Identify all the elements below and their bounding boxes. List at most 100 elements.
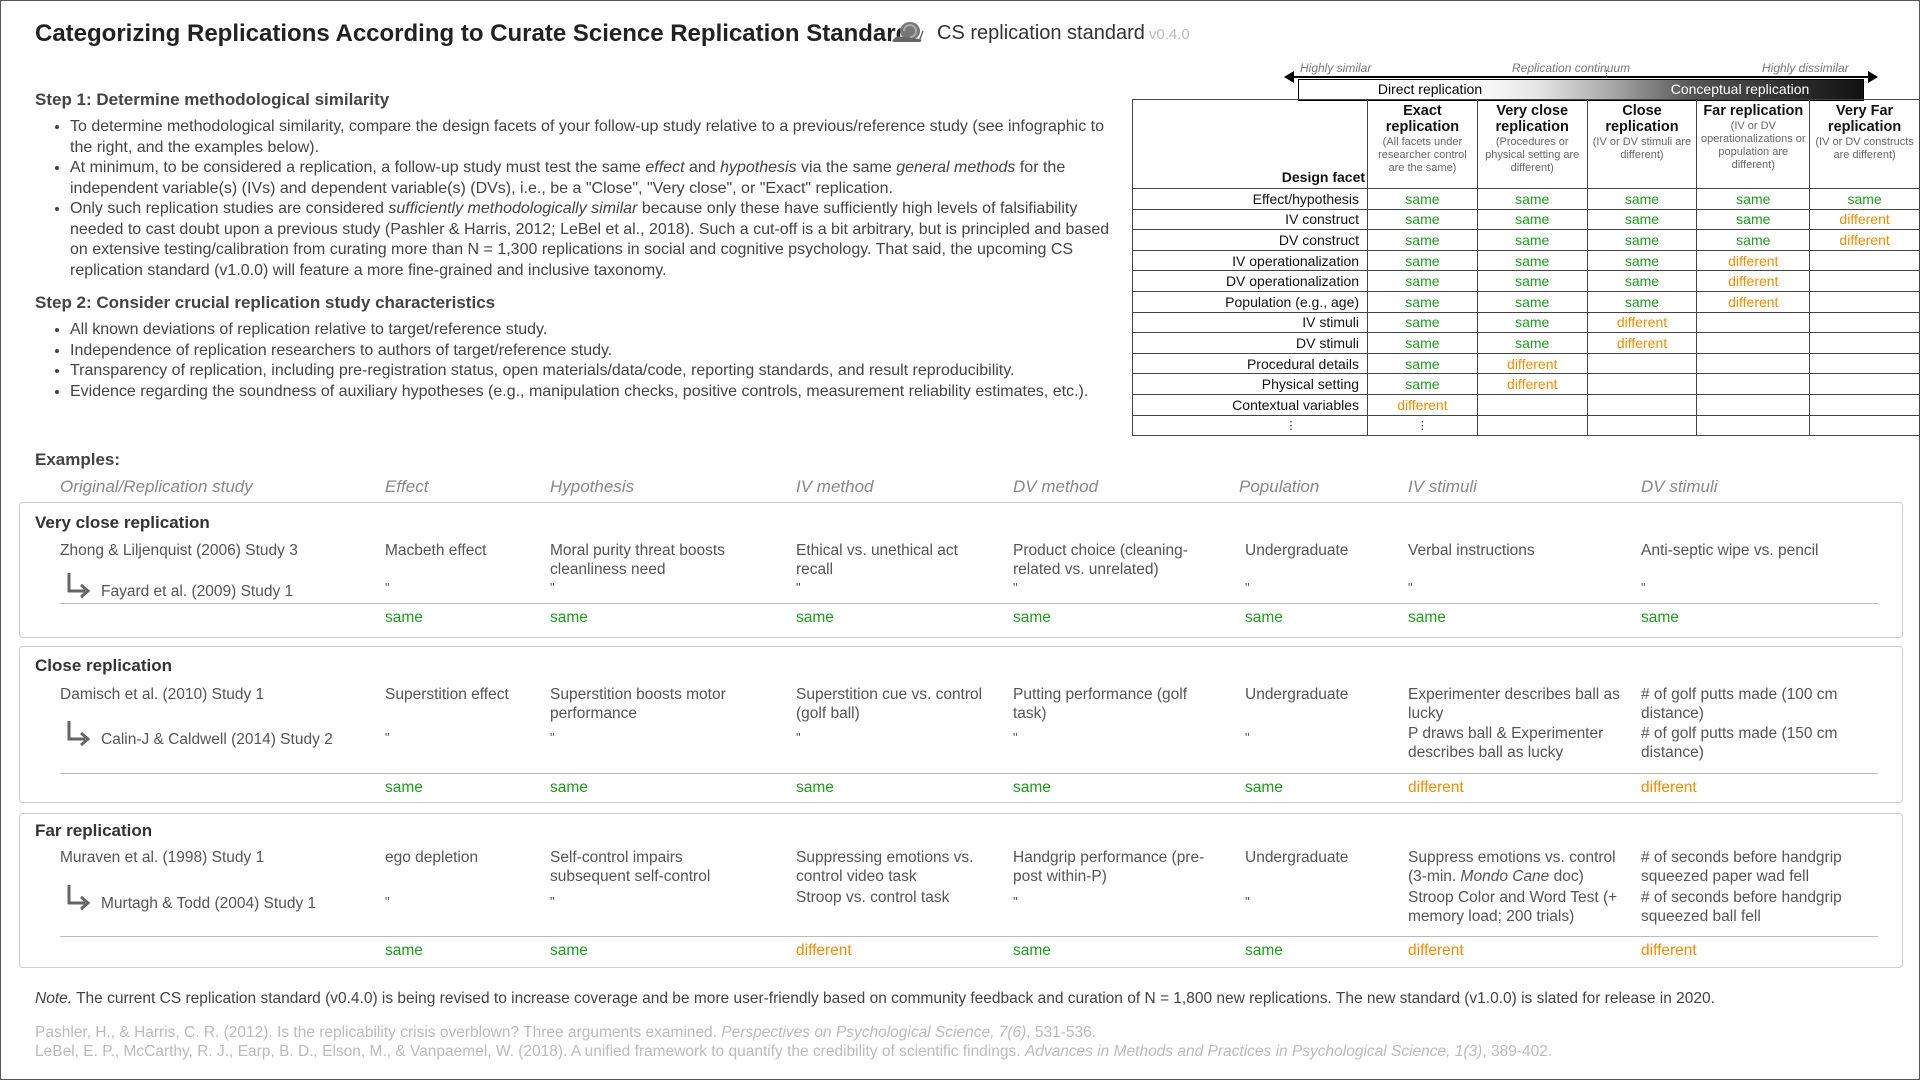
replication-cell: " [1245, 730, 1250, 745]
result-same: same [550, 609, 588, 626]
level-name: Far replication [1703, 103, 1804, 119]
facet-cell: same [1696, 208, 1811, 231]
facet-cell [1476, 414, 1588, 437]
facet-cell: same [1367, 352, 1478, 375]
level-description: (Procedures or physical setting are diff… [1485, 136, 1580, 174]
result-same: same [1408, 609, 1446, 626]
replication-cell: " [385, 730, 390, 745]
facet-cell: same [1367, 188, 1478, 210]
facet-cell [1809, 290, 1920, 313]
facet-row: IV stimuli same same different [1131, 311, 1920, 334]
example-category: Far replication [35, 821, 153, 840]
original-cell: Undergraduate [1245, 542, 1349, 559]
facet-cell: same [1367, 290, 1478, 313]
result-same: same [1013, 942, 1051, 959]
level-description: (IV or DV constructs are different) [1815, 136, 1914, 161]
result-same: same [385, 942, 423, 959]
facet-cell: same [1586, 188, 1698, 210]
result-same: same [1245, 609, 1283, 626]
facet-row: Physical setting same different [1131, 373, 1920, 395]
design-facet-header: Design facet [1131, 99, 1369, 189]
facet-name: Contextual variables [1131, 393, 1369, 416]
original-cell: Moral purity threat boosts cleanliness n… [550, 542, 725, 578]
facet-name: IV construct [1131, 208, 1369, 231]
snail-logo-icon [892, 22, 924, 42]
facet-cell: same [1696, 188, 1811, 210]
facet-cell [1696, 352, 1811, 375]
facet-cell [1696, 332, 1811, 354]
facet-cell [1809, 249, 1920, 272]
replication-study: Murtagh & Todd (2004) Study 1 [101, 895, 317, 912]
replication-study: Calin-J & Caldwell (2014) Study 2 [101, 731, 333, 748]
facet-name: ⋮ [1131, 414, 1369, 437]
result-different: different [1641, 779, 1697, 796]
replication-cell: " [796, 730, 801, 745]
result-same: same [796, 779, 834, 796]
replication-cell: Stroop vs. control task [796, 889, 950, 906]
result-same: same [1013, 609, 1051, 626]
brand-name: CS replication standard v0.4.0 [937, 22, 1190, 45]
facet-name: Procedural details [1131, 352, 1369, 375]
step1-heading: Step 1: Determine methodological similar… [35, 90, 390, 109]
replication-cell: " [385, 894, 390, 909]
result-same: same [1013, 779, 1051, 796]
facet-name: IV operationalization [1131, 249, 1369, 272]
col-header-iv-stimuli: IV stimuli [1408, 477, 1477, 496]
level-name: Very close replication [1495, 103, 1569, 135]
facet-cell: different [1696, 290, 1811, 313]
facet-cell: same [1367, 311, 1478, 334]
facet-cell: different [1696, 270, 1811, 292]
facet-cell [1476, 393, 1588, 416]
step1-list: To determine methodological similarity, … [48, 117, 1130, 281]
facet-cell: same [1476, 290, 1588, 313]
facet-cell: same [1476, 249, 1588, 272]
replication-cell: " [550, 730, 555, 745]
facet-cell: same [1476, 208, 1588, 231]
continuum-tick [1606, 70, 1608, 84]
facet-cell [1586, 373, 1698, 395]
example-category: Very close replication [35, 513, 210, 532]
level-header: Exact replication (All facets under resea… [1367, 99, 1478, 189]
facet-row: IV operationalization same same same differe… [1131, 249, 1920, 272]
level-name: Close replication [1605, 103, 1679, 135]
cell-text: Suppress emotions vs. control (3-min. [1408, 849, 1616, 885]
step2-bullet-4: Evidence regarding the soundness of auxi… [70, 382, 1130, 403]
facet-cell [1809, 352, 1920, 375]
footnote: Note. The current CS replication standar… [35, 990, 1715, 1007]
facet-cell: same [1367, 229, 1478, 251]
facet-cell [1809, 414, 1920, 437]
facet-cell: different [1586, 311, 1698, 334]
facet-cell [1696, 393, 1811, 416]
facet-cell: same [1476, 270, 1588, 292]
reply-arrow-icon [67, 885, 90, 910]
facet-row: DV stimuli same same different [1131, 332, 1920, 354]
result-same: same [1641, 609, 1679, 626]
facet-cell: same [1586, 249, 1698, 272]
example-separator [60, 773, 1878, 774]
original-cell: # of golf putts made (100 cm distance) [1641, 686, 1838, 722]
replication-cell: " [1641, 580, 1646, 595]
col-header-dv-stimuli: DV stimuli [1641, 477, 1718, 496]
continuum-middle-label: Replication continuum [1512, 61, 1631, 75]
facet-cell: same [1696, 229, 1811, 251]
level-description: (IV or DV operationalizations or populat… [1700, 120, 1806, 171]
reply-arrow-icon [67, 573, 90, 598]
facet-cell: different [1809, 208, 1920, 231]
result-same: same [1245, 779, 1283, 796]
col-header-population: Population [1239, 477, 1320, 496]
facet-cell [1586, 393, 1698, 416]
facet-name: Effect/hypothesis [1131, 188, 1369, 210]
result-different: different [1408, 779, 1464, 796]
replication-cell: " [550, 580, 555, 595]
brand-label: CS replication standard [937, 22, 1145, 44]
facet-cell: ⋮ [1367, 414, 1478, 437]
facet-cell: same [1586, 229, 1698, 251]
level-description: (IV or DV stimuli are different) [1592, 136, 1692, 161]
original-cell: Verbal instructions [1408, 542, 1535, 559]
facet-cell: different [1367, 393, 1478, 416]
original-cell: Undergraduate [1245, 686, 1349, 703]
original-cell: Superstition effect [385, 686, 509, 703]
replication-cell: # of golf putts made (150 cm distance) [1641, 725, 1838, 761]
original-cell: Experimenter describes ball as lucky [1408, 686, 1620, 722]
replication-cell: " [1013, 730, 1018, 745]
